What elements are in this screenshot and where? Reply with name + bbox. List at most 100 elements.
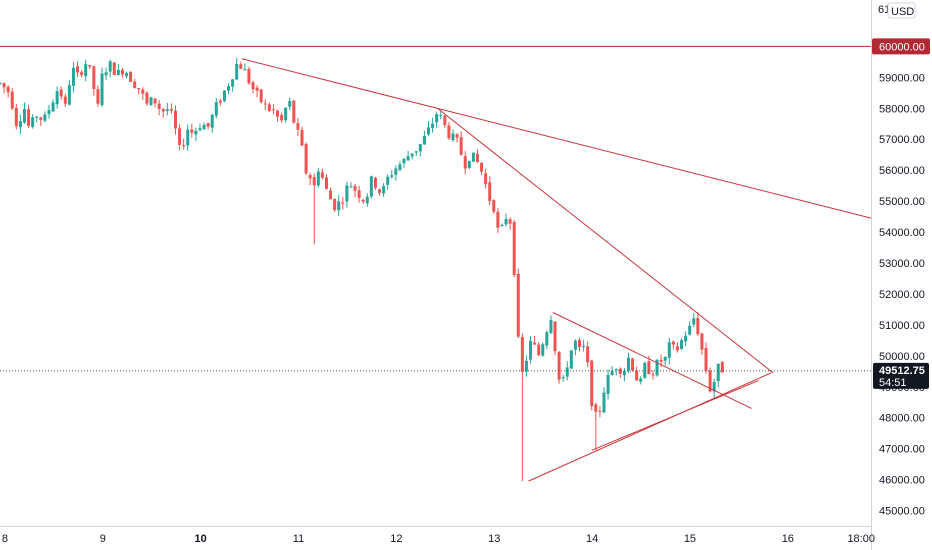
candle-body xyxy=(667,342,671,358)
candle-body xyxy=(263,103,267,105)
candle xyxy=(169,103,173,114)
candle-body xyxy=(112,62,116,75)
candle-body xyxy=(31,117,35,128)
candle-body xyxy=(577,339,581,347)
time-axis[interactable]: 8 9 10 11 12 13 14 15 16 18:00 xyxy=(2,533,875,545)
candle-body xyxy=(243,69,247,71)
currency-label: USD xyxy=(891,6,914,18)
candle xyxy=(439,111,443,120)
candle-body xyxy=(255,87,259,91)
candle xyxy=(524,355,528,377)
candle xyxy=(116,64,120,76)
candle xyxy=(218,98,222,106)
candle xyxy=(243,63,247,71)
candle-body xyxy=(720,362,724,373)
trendline[interactable] xyxy=(437,107,774,374)
candle xyxy=(182,138,186,150)
candle xyxy=(300,126,304,147)
candle-body xyxy=(169,109,173,111)
candle-body xyxy=(565,367,569,377)
candle xyxy=(153,98,157,108)
price-tick-label: 53000.00 xyxy=(879,258,925,270)
candle xyxy=(227,83,231,95)
candle xyxy=(67,80,71,106)
candle xyxy=(496,207,500,233)
candle xyxy=(149,96,153,106)
candle-body xyxy=(96,89,100,104)
candle-body xyxy=(651,374,655,376)
candle xyxy=(488,176,492,206)
candle xyxy=(455,132,459,143)
candle-body xyxy=(618,368,622,374)
candle xyxy=(422,130,426,145)
candle-body xyxy=(161,108,165,112)
candle-body xyxy=(398,164,402,170)
currency-indicator[interactable]: 61 USD xyxy=(878,2,916,19)
candle xyxy=(51,99,55,113)
candle xyxy=(324,174,328,190)
price-tick-label: 54000.00 xyxy=(879,227,925,239)
candle-body xyxy=(104,72,108,76)
candle xyxy=(10,88,14,111)
candle xyxy=(27,104,31,128)
candle-body xyxy=(680,340,684,349)
trendline[interactable] xyxy=(528,372,772,482)
trendline[interactable] xyxy=(591,380,759,451)
trendline[interactable] xyxy=(241,58,872,219)
candle-body xyxy=(382,186,386,194)
candle xyxy=(553,320,557,356)
candle-body xyxy=(284,107,288,121)
price-tick-label: 45000.00 xyxy=(879,506,925,518)
candle-body xyxy=(684,335,688,342)
candle-body xyxy=(353,186,357,191)
candle xyxy=(345,181,349,208)
candle-body xyxy=(475,153,479,163)
candle xyxy=(398,161,402,172)
price-tick-label: 59000.00 xyxy=(879,72,925,84)
candle-body xyxy=(373,177,377,188)
price-axis[interactable]: 45000.0046000.0047000.0048000.0049000.00… xyxy=(879,72,925,517)
candle-body xyxy=(459,137,463,155)
candle-body xyxy=(10,91,14,109)
candle xyxy=(206,122,210,130)
level-price-tag: 60000.00 xyxy=(872,38,930,55)
trendline[interactable] xyxy=(552,312,752,409)
candle-body xyxy=(614,369,618,371)
candle xyxy=(516,268,520,338)
candle-body xyxy=(451,133,455,141)
candle-body xyxy=(467,160,471,168)
candle xyxy=(622,367,626,382)
candle-body xyxy=(333,198,337,211)
candle xyxy=(614,368,618,376)
candle-body xyxy=(688,325,692,335)
candle xyxy=(365,193,369,207)
candle-body xyxy=(704,348,708,371)
candle xyxy=(108,59,112,78)
candle xyxy=(529,336,533,364)
candle-body xyxy=(129,72,133,82)
candle xyxy=(255,85,259,98)
candle-body xyxy=(320,172,324,178)
candle-body xyxy=(27,109,31,126)
candle xyxy=(418,143,422,157)
candle xyxy=(6,85,10,98)
candle xyxy=(692,312,696,328)
candle xyxy=(0,82,2,86)
candle xyxy=(577,337,581,352)
candle xyxy=(369,175,373,199)
candle-body xyxy=(206,123,210,127)
candle-body xyxy=(6,87,10,93)
candle xyxy=(504,213,508,227)
candle xyxy=(22,102,26,124)
candle-body xyxy=(557,351,561,380)
candle xyxy=(557,351,561,384)
candle-body xyxy=(594,404,598,412)
candle xyxy=(80,70,84,78)
candle xyxy=(284,107,288,123)
candle xyxy=(120,67,124,78)
time-tick-label: 14 xyxy=(586,533,598,545)
candle xyxy=(635,366,639,381)
candle xyxy=(386,174,390,190)
candle-body xyxy=(508,219,512,224)
